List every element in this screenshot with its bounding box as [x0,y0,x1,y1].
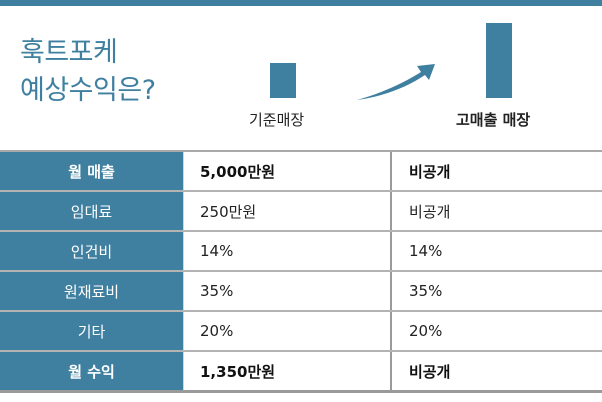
base-store-label: 기준매장 [249,111,305,129]
base-value: 1,350만원 [184,352,392,390]
table-row-monthly-sales: 월 매출 5,000만원 비공개 [0,152,602,192]
base-store-bar [270,63,296,98]
title-line-1: 훅트포케 [20,37,118,68]
page-title: 훅트포케 예상수익은? [20,34,156,110]
high-value: 20% [409,322,443,340]
high-value: 비공개 [409,362,451,381]
table-row-other: 기타 20% 20% [0,312,602,352]
revenue-table: 월 매출 5,000만원 비공개 임대료 250만원 비공개 인건비 14% 1… [0,150,602,393]
base-value: 14% [184,232,392,270]
table-row-labor: 인건비 14% 14% [0,232,602,272]
growth-arrow-icon [357,64,435,100]
table-row-rent: 임대료 250만원 비공개 [0,192,602,232]
row-label: 원재료비 [0,272,184,310]
high-value: 35% [409,282,443,300]
row-label: 인건비 [0,232,184,270]
base-value: 35% [184,272,392,310]
base-value: 250만원 [184,192,392,230]
base-value: 20% [184,312,392,350]
high-value: 비공개 [409,202,451,221]
top-accent-bar [0,0,602,6]
table-row-monthly-profit: 월 수익 1,350만원 비공개 [0,352,602,393]
table-row-materials: 원재료비 35% 35% [0,272,602,312]
high-value: 비공개 [409,162,451,181]
high-value: 14% [409,242,443,260]
base-value: 5,000만원 [184,152,392,190]
row-label: 월 수익 [0,352,184,390]
row-label: 기타 [0,312,184,350]
high-sales-store-bar [486,23,512,98]
title-line-2: 예상수익은? [20,75,156,106]
row-label: 임대료 [0,192,184,230]
row-label: 월 매출 [0,152,184,190]
high-sales-store-label: 고매출 매장 [456,111,531,129]
